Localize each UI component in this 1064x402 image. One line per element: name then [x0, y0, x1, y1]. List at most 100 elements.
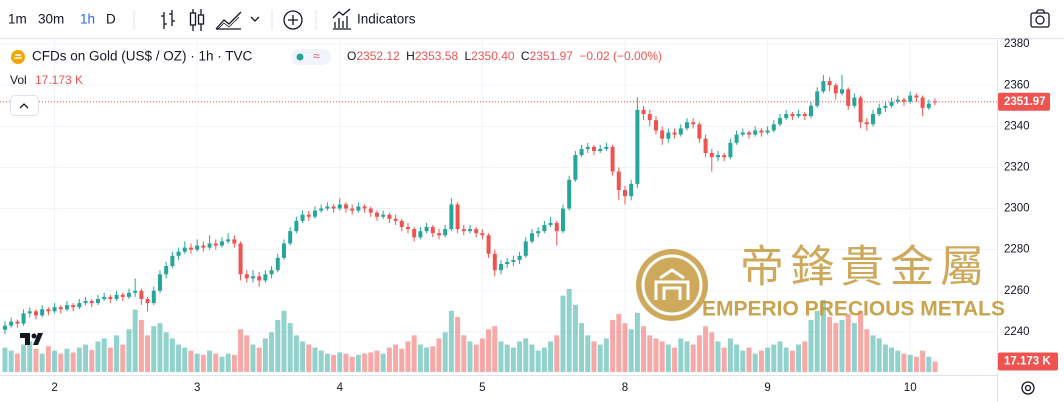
- candle-body: [635, 109, 640, 184]
- chart-type-dropdown[interactable]: [250, 16, 260, 22]
- candle-body: [486, 235, 491, 254]
- watermark: 帝鋒貴金屬 EMPERIO PRECIOUS METALS: [636, 242, 1005, 321]
- candle-body: [27, 311, 32, 314]
- candle-body: [250, 276, 255, 279]
- price-tick-label: 2240: [1004, 326, 1030, 338]
- volume-bar: [820, 299, 826, 372]
- volume-bar: [889, 347, 895, 372]
- candle-body: [746, 132, 751, 135]
- candle-body: [684, 122, 689, 129]
- candle-body: [300, 214, 305, 221]
- candle-body: [108, 296, 113, 299]
- bar-type-icon[interactable]: [161, 10, 175, 29]
- volume-bar: [455, 317, 461, 372]
- volume-bar: [529, 344, 535, 372]
- candle-body: [176, 251, 181, 256]
- snapshot-button[interactable]: [1030, 9, 1050, 28]
- candle-body: [201, 245, 206, 248]
- collapse-legend-button[interactable]: [10, 95, 39, 116]
- settings-button[interactable]: [1021, 381, 1035, 395]
- volume-bar: [566, 288, 572, 372]
- volume-bar: [318, 350, 324, 372]
- add-button[interactable]: [283, 10, 303, 30]
- indicators-icon[interactable]: [332, 8, 351, 30]
- volume-bar: [715, 341, 721, 372]
- candle-body: [226, 239, 231, 242]
- change-value: −0.02 (−0.00%): [579, 49, 662, 63]
- volume-bar: [275, 320, 281, 372]
- volume-bar: [132, 309, 138, 372]
- area-type-icon[interactable]: [215, 11, 242, 30]
- candle-body: [579, 148, 584, 156]
- volume-bar: [52, 350, 58, 372]
- candle-type-icon[interactable]: [189, 9, 205, 31]
- volume-bar: [926, 356, 932, 372]
- indicators-button[interactable]: Indicators: [357, 12, 416, 27]
- volume-bar: [349, 356, 355, 372]
- volume-bar: [659, 341, 665, 372]
- volume-bar: [169, 338, 175, 372]
- volume-bar: [8, 350, 14, 372]
- candle-body: [926, 103, 931, 108]
- candle-body: [449, 204, 454, 230]
- volume-bar: [510, 347, 516, 372]
- ohlc-key: L: [464, 49, 471, 63]
- price-tick-label: 2380: [1004, 38, 1030, 50]
- volume-bar: [312, 347, 318, 372]
- interval-button[interactable]: 30m: [38, 12, 64, 27]
- volume-bar: [746, 347, 752, 372]
- candle-body: [517, 255, 522, 260]
- candle-body: [492, 253, 497, 271]
- legend: CFDs on Gold (US$ / OZ) · 1h · TVC ≈ O23…: [10, 49, 662, 116]
- candle-body: [436, 233, 441, 236]
- candle-body: [139, 290, 144, 299]
- candle-body: [505, 261, 510, 265]
- interval-button[interactable]: D: [106, 12, 116, 27]
- ohlc-key: O: [347, 49, 356, 63]
- candle-body: [777, 118, 782, 125]
- candle-body: [647, 114, 652, 121]
- interval-button-active[interactable]: 1h: [80, 12, 95, 27]
- volume-bar: [610, 320, 616, 372]
- volume-bar: [269, 332, 275, 372]
- volume-bar: [858, 310, 864, 372]
- volume-bar: [362, 353, 368, 372]
- candle-body: [616, 171, 621, 191]
- candle-body: [269, 270, 274, 275]
- candle-body: [877, 107, 882, 115]
- tradingview-logo: [20, 333, 43, 345]
- volume-bar: [448, 310, 454, 372]
- candle-body: [77, 303, 82, 308]
- volume-bar: [39, 353, 45, 372]
- volume-bar: [33, 348, 39, 372]
- volume-bar: [870, 335, 876, 372]
- candle-body: [498, 264, 503, 271]
- candle-body: [182, 247, 187, 252]
- candle-body: [350, 208, 355, 211]
- candle-body: [257, 276, 262, 281]
- volume-bar: [64, 348, 70, 372]
- candle-body: [815, 91, 820, 106]
- candle-body: [932, 101, 937, 103]
- volume-bar: [678, 338, 684, 372]
- candle-body: [461, 229, 466, 232]
- volume-bar: [306, 344, 312, 372]
- candle-body: [362, 206, 367, 209]
- interval-button[interactable]: 1m: [8, 12, 27, 27]
- volume-bar: [473, 344, 479, 372]
- candle-body: [883, 105, 888, 108]
- volume-bar: [541, 347, 547, 372]
- volume-bar: [665, 344, 671, 372]
- candle-body: [33, 311, 38, 316]
- volume-bar: [641, 326, 647, 372]
- volume-bar: [845, 313, 851, 372]
- volume-bar: [616, 313, 622, 372]
- symbol-icon-mark: [14, 54, 22, 59]
- watermark-subtitle: EMPERIO PRECIOUS METALS: [702, 298, 1005, 321]
- collapse-arrow: [19, 103, 29, 109]
- volume-bar: [603, 338, 609, 372]
- volume-bar: [851, 323, 857, 372]
- watermark-name: 帝鋒貴金屬: [740, 242, 990, 293]
- volume-bar: [250, 344, 256, 372]
